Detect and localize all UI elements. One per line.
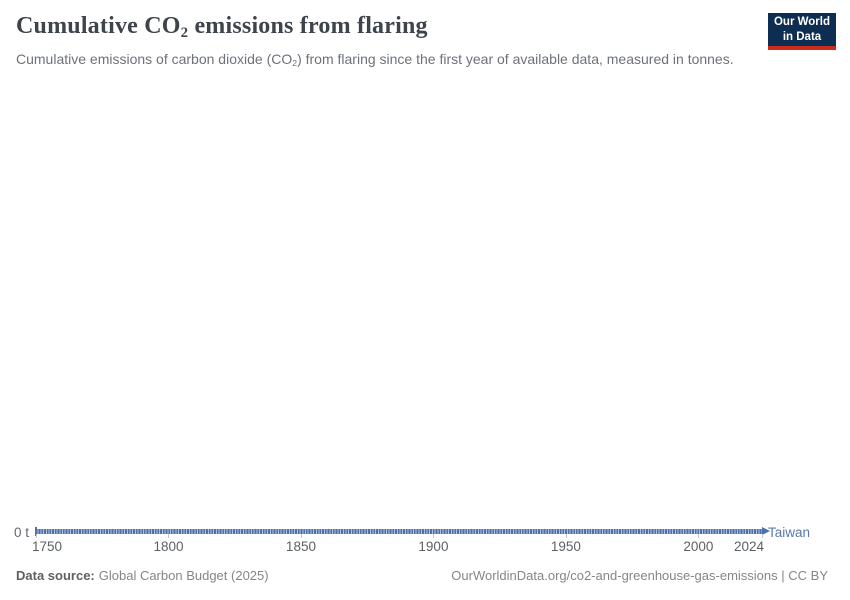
x-axis-tick	[762, 534, 763, 538]
x-axis-tick-label: 1800	[153, 539, 184, 554]
page-title: Cumulative CO2 emissions from flaring	[16, 13, 754, 42]
x-axis-tick-label: 1900	[418, 539, 449, 554]
subtitle-text-end: ) from flaring since the first year of a…	[297, 51, 734, 67]
data-source-note: Data source: Global Carbon Budget (2025)	[16, 568, 269, 583]
title-text: Cumulative CO	[16, 13, 181, 39]
x-axis-tick-label: 1750	[32, 539, 63, 554]
x-axis-tick	[565, 534, 567, 538]
chart-footer: Data source: Global Carbon Budget (2025) …	[16, 568, 828, 583]
x-axis-tick	[36, 534, 37, 538]
license-label: | CC BY	[777, 568, 828, 583]
data-source-link[interactable]: Global Carbon Budget (2025)	[98, 568, 269, 583]
owid-logo[interactable]: Our World in Data	[768, 13, 836, 50]
x-axis-tick	[300, 534, 302, 538]
owid-url-link[interactable]: OurWorldinData.org/co2-and-greenhouse-ga…	[451, 568, 778, 583]
x-axis-tick-label: 1950	[550, 539, 581, 554]
series-line-taiwan[interactable]	[35, 527, 770, 536]
entity-label-taiwan[interactable]: Taiwan	[768, 525, 811, 540]
x-axis-tick	[433, 534, 435, 538]
page-subtitle: Cumulative emissions of carbon dioxide (…	[16, 49, 754, 70]
owid-logo-line2: in Data	[782, 30, 822, 43]
x-axis-tick	[698, 534, 700, 538]
line-end-marker	[762, 527, 770, 535]
subtitle-text: Cumulative emissions of carbon dioxide (…	[16, 51, 293, 67]
owid-logo-line1: Our World	[773, 16, 830, 29]
data-source-label: Data source:	[16, 568, 95, 583]
line-start-tick	[35, 527, 37, 536]
title-text-end: emissions from flaring	[188, 13, 428, 39]
x-axis-tick-label: 2000	[683, 539, 714, 554]
y-axis-tick-label: 0 t	[14, 525, 30, 540]
subtitle-subscript: 2	[292, 58, 298, 69]
chart-header: Cumulative CO2 emissions from flaring Cu…	[16, 13, 754, 70]
x-axis-tick-label: 1850	[285, 539, 316, 554]
title-subscript: 2	[180, 25, 189, 42]
x-axis-tick	[168, 534, 170, 538]
x-axis-tick-label: 2024	[733, 539, 764, 554]
credit-note: OurWorldinData.org/co2-and-greenhouse-ga…	[451, 568, 828, 583]
